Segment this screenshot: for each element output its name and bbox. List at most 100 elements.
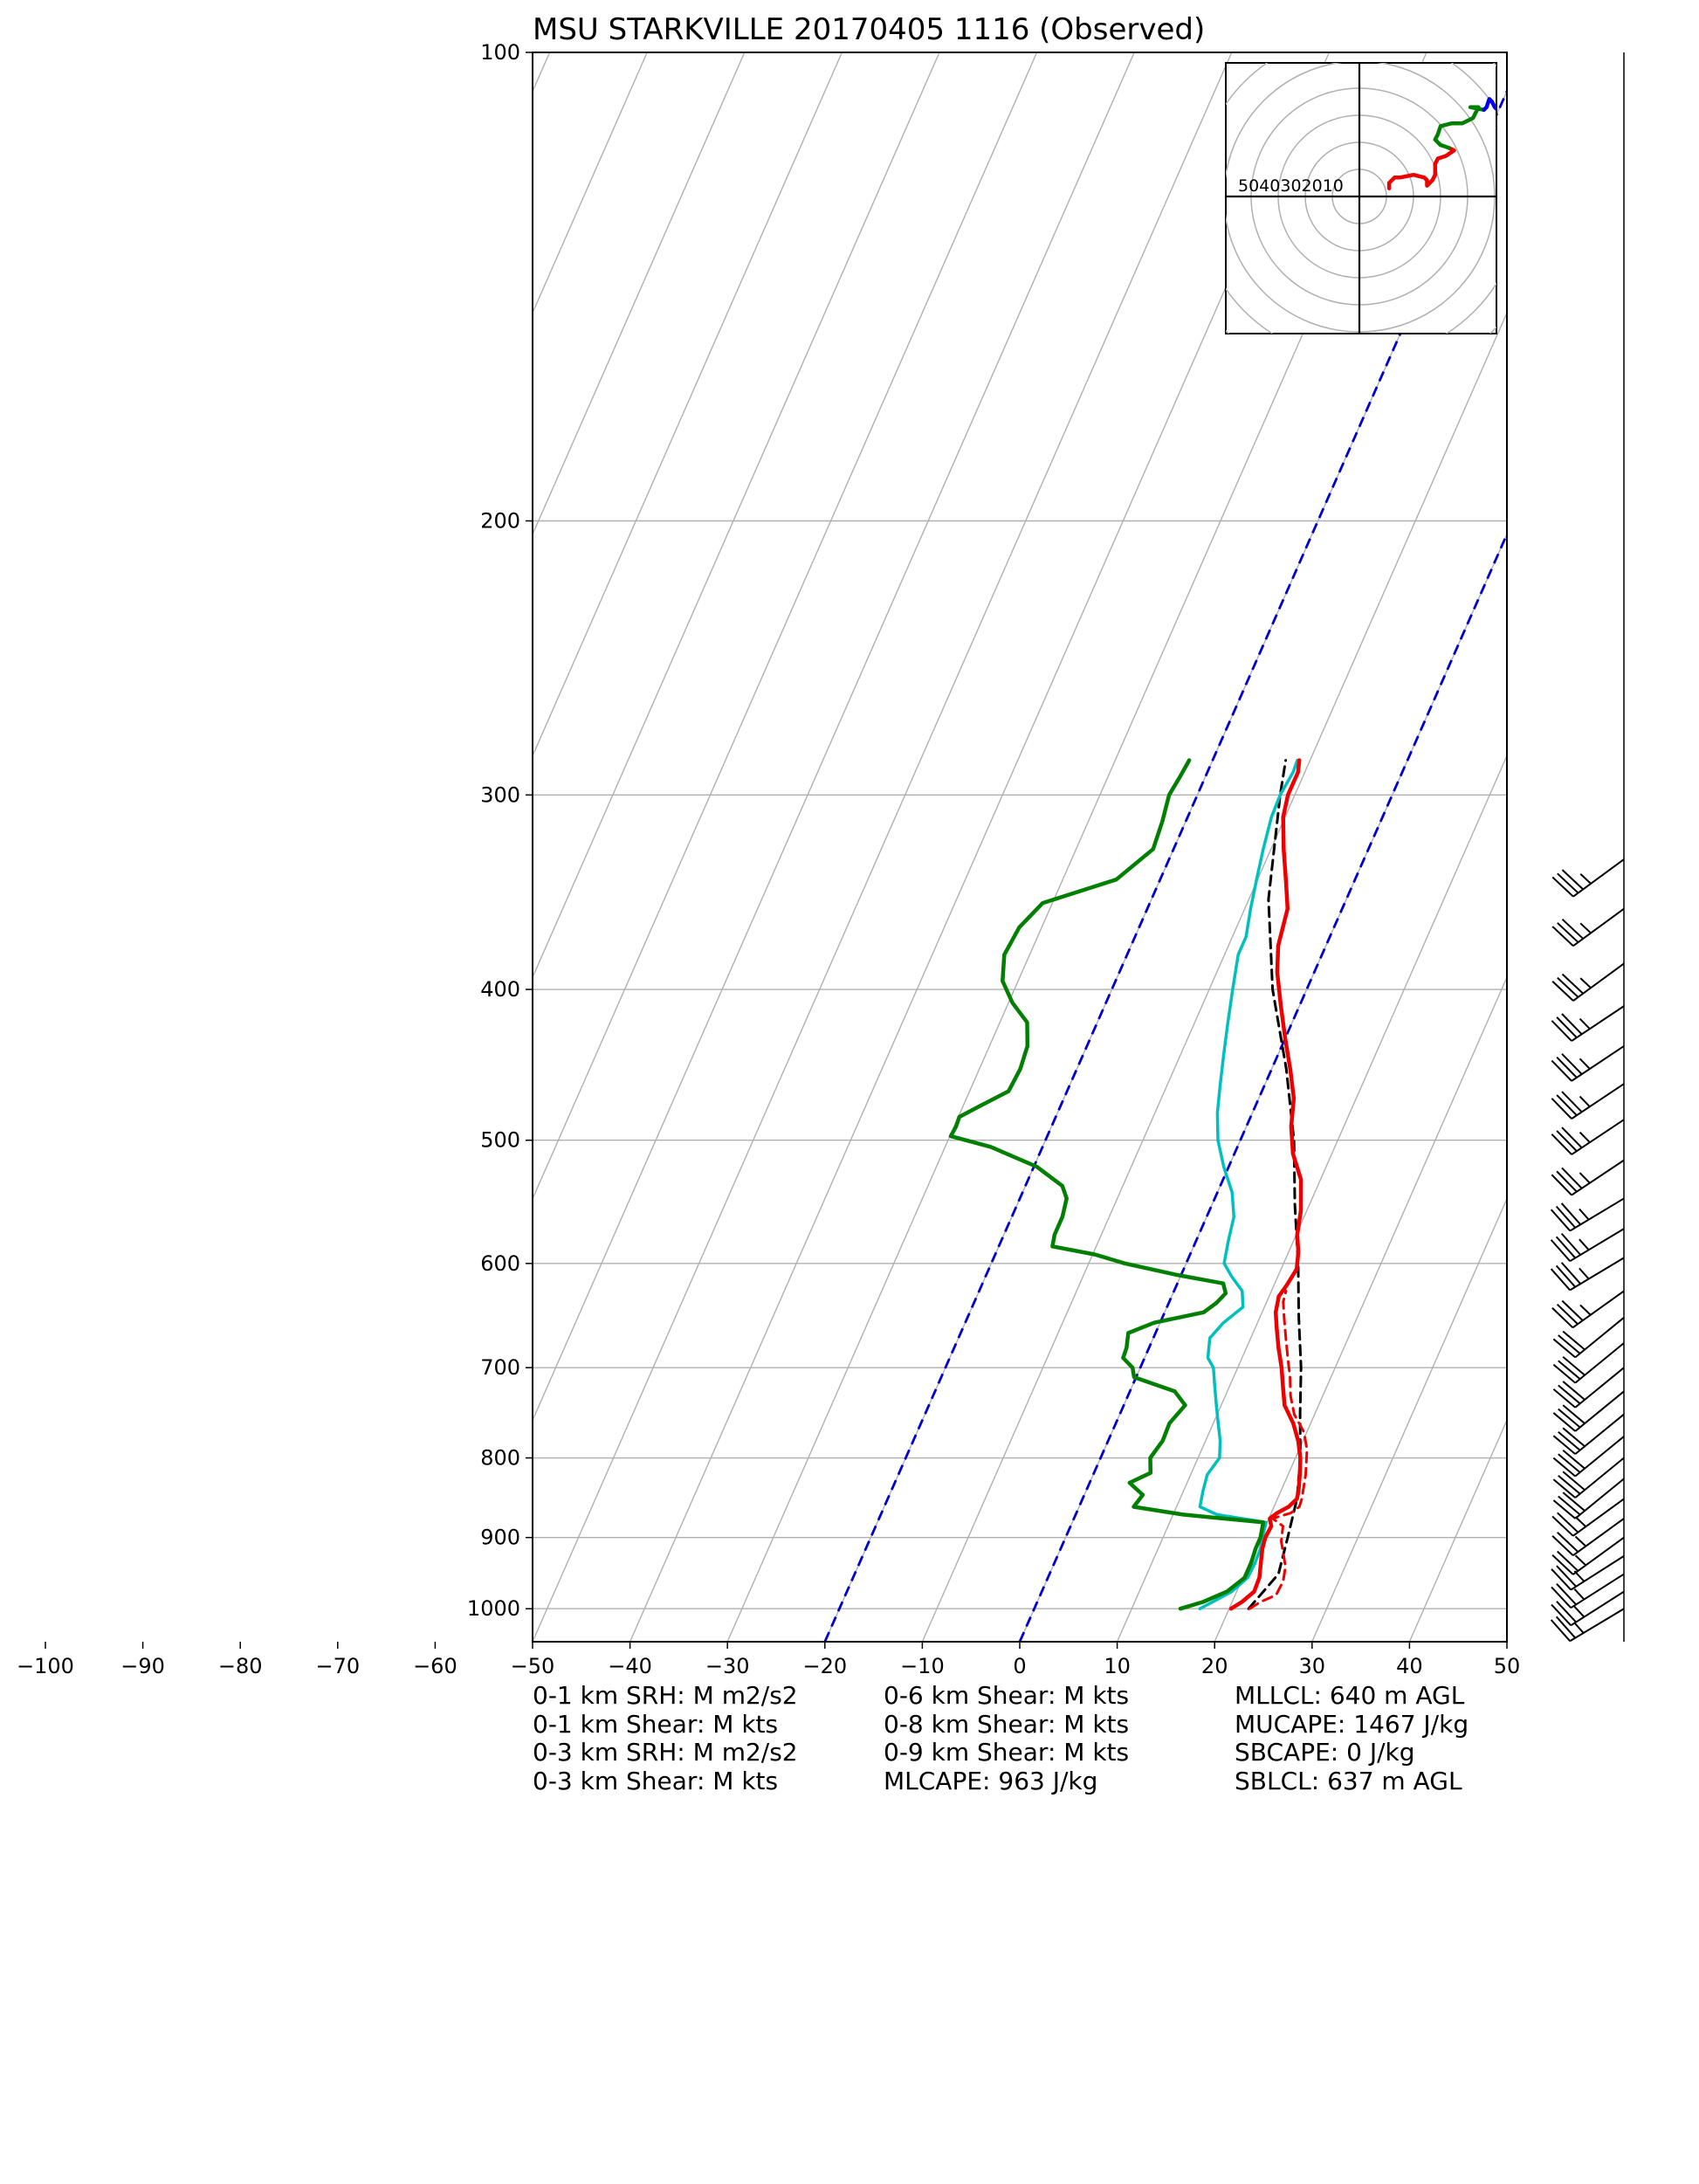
isotherm-grid--60: [533, 52, 1135, 1423]
wind-barb: [1551, 1159, 1625, 1196]
wind-barb: [1551, 1045, 1625, 1082]
y-tick-label: 300: [480, 782, 520, 807]
temperature-virtual-line: [1248, 1289, 1309, 1610]
isotherm-grid--110: [533, 52, 648, 314]
stat-mllcl: MLLCL: 640 m AGL: [1235, 1681, 1465, 1710]
x-tick-label: 50: [1494, 1654, 1521, 1678]
x-tick-label: 0: [1013, 1654, 1026, 1678]
parcel-line: [1247, 759, 1303, 1610]
dewpoint-line: [948, 758, 1266, 1611]
stats-column-1: 0-1 km SRH: M m2/s2 0-1 km Shear: M kts …: [533, 1681, 798, 1795]
wind-barb: [1551, 858, 1625, 898]
wind-barb: [1552, 1367, 1625, 1409]
x-tick-label: 40: [1396, 1654, 1423, 1678]
x-tick-label: 30: [1299, 1654, 1326, 1678]
wind-barb: [1551, 1555, 1625, 1591]
x-tick-label: −40: [608, 1654, 652, 1678]
wind-barb: [1551, 1518, 1625, 1557]
isotherm-grid--100: [533, 52, 746, 536]
isotherm-grid-30: [1311, 1196, 1507, 1642]
y-tick-label: 200: [480, 509, 520, 534]
x-tick-label: −10: [900, 1654, 945, 1678]
hodograph-low-trace: [1386, 145, 1456, 190]
stat-shear-0-3: 0-3 km Shear: M kts: [533, 1766, 779, 1795]
isotherm-grid--80: [533, 52, 940, 979]
hodograph-plot: [1226, 63, 1496, 334]
axis-ticks: −100 −90 −80 −70 −60 −50 −40 −30 −20 −10 0 10 20 30 40…: [17, 40, 1520, 1678]
stat-sbcape: SBCAPE: 0 J/kg: [1235, 1738, 1415, 1767]
hodograph-high-trace: [1482, 97, 1496, 129]
y-tick-label: 600: [480, 1251, 520, 1276]
wind-barb: [1551, 1083, 1625, 1120]
isotherm-grid--50: [533, 52, 1233, 1642]
hodograph-ring-labels: 5040302010: [1238, 176, 1344, 196]
isotherm-grid--130: [0, 52, 452, 1642]
y-tick-label: 1000: [467, 1596, 520, 1621]
wind-barb: [1551, 1536, 1625, 1575]
wind-barb: [1552, 1413, 1625, 1455]
wind-barb: [1551, 962, 1625, 1002]
wind-barb: [1552, 1390, 1625, 1432]
hodograph-frame: [1225, 62, 1497, 334]
wind-barb: [1550, 1257, 1625, 1292]
stat-sblcl: SBLCL: 637 m AGL: [1235, 1766, 1462, 1795]
y-tick-label: 800: [480, 1446, 520, 1471]
stat-mlcape: MLCAPE: 963 J/kg: [884, 1766, 1098, 1795]
x-tick-label: −80: [218, 1654, 263, 1678]
isotherm-grid-50: [1506, 1640, 1507, 1642]
wind-barb: [1551, 1119, 1625, 1155]
isotherm-grid--10: [921, 311, 1507, 1642]
x-tick-label: 10: [1104, 1654, 1131, 1678]
y-tick-label: 700: [480, 1355, 520, 1380]
x-tick-label: −60: [413, 1654, 457, 1678]
y-tick-label: 100: [480, 40, 520, 65]
wind-barb: [1552, 1457, 1625, 1498]
isotherm-grid--90: [533, 52, 843, 758]
x-tick-label: −20: [802, 1654, 847, 1678]
sounding-profiles: [948, 758, 1309, 1611]
wind-barb: [1552, 1436, 1625, 1478]
isotherm-grid--150: [0, 52, 258, 1642]
x-tick-label: −90: [120, 1654, 165, 1678]
stat-shear-0-9: 0-9 km Shear: M kts: [884, 1738, 1130, 1767]
isotherm-grid-10: [1116, 754, 1507, 1642]
wind-barb: [1550, 1608, 1625, 1643]
stat-mucape: MUCAPE: 1467 J/kg: [1235, 1709, 1469, 1739]
isotherm-grid--160: [0, 52, 160, 1642]
hodograph-inset: 5040302010: [1225, 62, 1497, 334]
isotherm-grid--70: [533, 52, 1038, 1201]
y-tick-label: 400: [480, 977, 520, 1002]
wind-barb: [1552, 1342, 1625, 1384]
wind-barb: [1552, 1478, 1625, 1519]
x-tick-label: −50: [511, 1654, 555, 1678]
y-tick-label: 900: [480, 1526, 520, 1550]
stats-column-2: 0-6 km Shear: M kts 0-8 km Shear: M kts …: [884, 1681, 1130, 1795]
stat-srh-0-3: 0-3 km SRH: M m2/s2: [533, 1738, 798, 1767]
stat-srh-0-1: 0-1 km SRH: M m2/s2: [533, 1681, 798, 1710]
stats-column-3: MLLCL: 640 m AGL MUCAPE: 1467 J/kg SBCAP…: [1235, 1681, 1469, 1795]
wind-barb: [1550, 1197, 1625, 1232]
x-tick-label: −100: [17, 1654, 74, 1678]
y-tick-label: 500: [480, 1128, 520, 1153]
hodograph-mid-trace: [1433, 105, 1486, 150]
wind-barb: [1551, 1290, 1625, 1329]
x-tick-label: 20: [1201, 1654, 1228, 1678]
isotherm-grid-20: [1214, 975, 1507, 1642]
isotherm-grid--40: [629, 52, 1331, 1642]
stat-shear-0-6: 0-6 km Shear: M kts: [884, 1681, 1130, 1710]
wind-barb: [1551, 1005, 1625, 1042]
wind-barbs: [1550, 52, 1625, 1643]
wind-barb: [1551, 1498, 1625, 1537]
x-tick-label: −30: [705, 1654, 750, 1678]
isotherm-grid--120: [533, 52, 551, 93]
stat-shear-0-1: 0-1 km Shear: M kts: [533, 1709, 779, 1739]
wind-barb: [1552, 1317, 1625, 1359]
temperature-line: [1228, 758, 1303, 1611]
wind-barb: [1551, 1590, 1625, 1627]
wind-barb: [1550, 1228, 1625, 1263]
isotherm-grid--140: [0, 52, 354, 1642]
stat-shear-0-8: 0-8 km Shear: M kts: [884, 1709, 1130, 1739]
wind-barb: [1551, 1573, 1625, 1609]
wetbulb-line: [1198, 758, 1299, 1610]
